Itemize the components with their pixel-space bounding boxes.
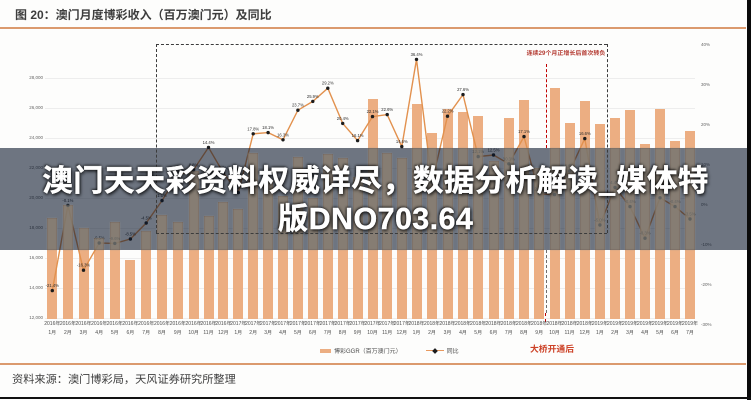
svg-text:16.6%: 16.6% xyxy=(579,131,591,136)
svg-text:20.4%: 20.4% xyxy=(337,116,349,121)
svg-text:17.1%: 17.1% xyxy=(518,129,530,134)
svg-text:18.1%: 18.1% xyxy=(262,125,274,130)
svg-text:17.8%: 17.8% xyxy=(247,126,259,131)
svg-text:16.1%: 16.1% xyxy=(352,133,364,138)
svg-text:-21.4%: -21.4% xyxy=(46,283,60,288)
svg-text:23.7%: 23.7% xyxy=(292,103,304,108)
svg-text:22.2%: 22.2% xyxy=(442,109,454,114)
svg-text:22.1%: 22.1% xyxy=(367,109,379,114)
svg-text:14.6%: 14.6% xyxy=(396,139,408,144)
svg-text:27.6%: 27.6% xyxy=(457,87,469,92)
svg-text:16.3%: 16.3% xyxy=(277,132,289,137)
svg-text:36.4%: 36.4% xyxy=(411,52,423,57)
svg-text:14.4%: 14.4% xyxy=(203,140,215,145)
svg-text:22.6%: 22.6% xyxy=(381,107,393,112)
svg-text:29.2%: 29.2% xyxy=(322,81,334,86)
svg-text:-16.3%: -16.3% xyxy=(77,263,91,268)
svg-text:25.9%: 25.9% xyxy=(307,94,319,99)
